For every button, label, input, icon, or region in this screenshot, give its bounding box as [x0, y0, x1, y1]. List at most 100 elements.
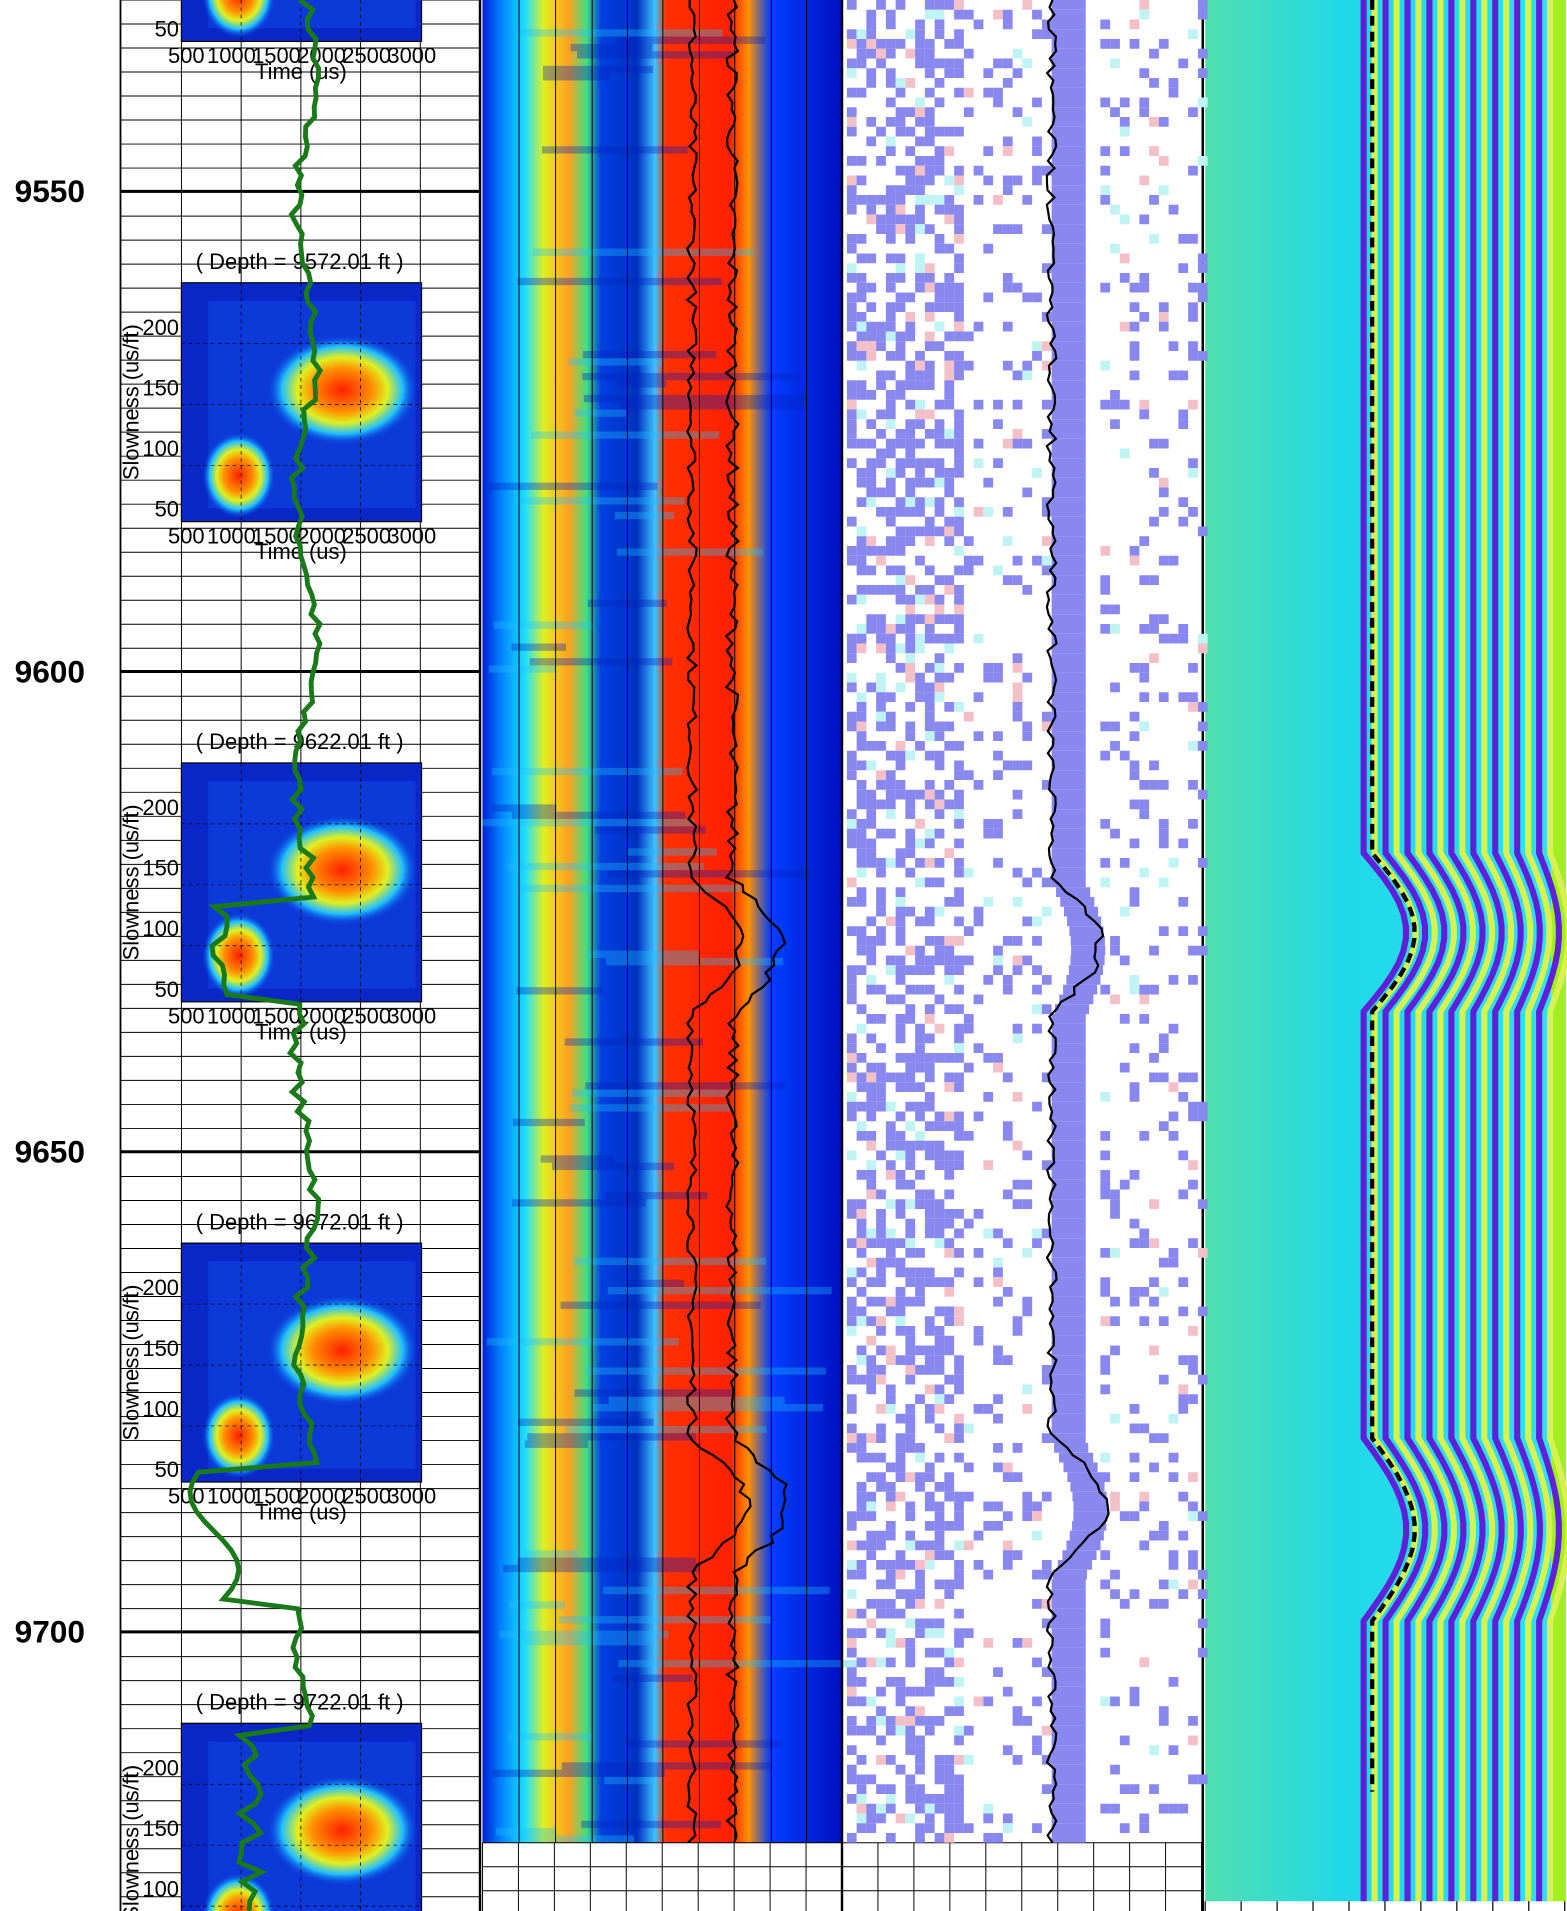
- track-3-speck: [1012, 224, 1023, 234]
- track-3-speck: [1158, 185, 1169, 195]
- track-3-band: [1060, 897, 1095, 907]
- track-3-speck: [1041, 1599, 1052, 1609]
- track-3-speck: [924, 663, 935, 673]
- track-3-speck: [944, 1160, 955, 1170]
- track-3-speck: [866, 1092, 877, 1102]
- track-3-speck: [1158, 819, 1169, 829]
- track-3-speck: [934, 78, 945, 88]
- track-3-band: [1051, 87, 1086, 98]
- track-3-speck: [954, 819, 964, 829]
- track-3-band: [1051, 468, 1086, 478]
- track-2-streak: [517, 1418, 654, 1426]
- track-3-band: [1054, 1443, 1089, 1453]
- track-3-speck: [905, 214, 916, 225]
- track-3-speck: [846, 263, 857, 273]
- track-3-speck: [915, 838, 925, 849]
- track-3-speck: [915, 692, 925, 702]
- track-3-speck: [944, 438, 955, 449]
- track-3-speck: [924, 633, 935, 644]
- track-3-band: [1051, 1248, 1086, 1258]
- track-3-speck: [866, 1365, 877, 1375]
- track-3-speck: [885, 1560, 896, 1570]
- track-3-speck: [866, 984, 877, 995]
- track-3-speck: [1168, 1452, 1179, 1463]
- track-3-speck: [885, 195, 896, 205]
- track-3-speck: [866, 497, 877, 507]
- track-3-speck: [1041, 1365, 1052, 1375]
- track-3-speck: [1012, 282, 1023, 293]
- track-3-band: [1051, 292, 1086, 303]
- inset-ytick: 50: [155, 497, 179, 522]
- track-3-speck: [846, 1716, 857, 1726]
- track-3-speck: [876, 897, 886, 907]
- track-3-speck: [1002, 1355, 1013, 1365]
- track-3-speck: [1032, 984, 1042, 995]
- track-3-band: [1072, 1491, 1107, 1502]
- track-3-speck: [905, 1296, 916, 1307]
- track-3-speck: [905, 799, 916, 810]
- track-3-speck: [846, 1306, 857, 1317]
- track-3-speck: [885, 146, 896, 156]
- inset-blob: [202, 432, 276, 518]
- track-3-speck: [856, 87, 867, 98]
- track-3-speck: [924, 1121, 935, 1131]
- track-3-speck: [1012, 965, 1023, 975]
- track-3-speck: [924, 165, 935, 176]
- track-3-speck: [876, 448, 886, 459]
- track-3-speck: [1188, 1072, 1198, 1083]
- track-3-speck: [954, 858, 964, 868]
- track-3-speck: [905, 29, 916, 39]
- track-3-speck: [1168, 1131, 1179, 1141]
- track-3-speck: [876, 1062, 886, 1073]
- track-3-speck: [1129, 1423, 1140, 1434]
- track-3-speck: [954, 1111, 964, 1122]
- track-3-speck: [856, 1306, 867, 1317]
- track-3-speck: [846, 1696, 857, 1707]
- track-3-speck: [1178, 1803, 1189, 1814]
- track-3-speck: [895, 585, 906, 595]
- track-3-speck: [856, 39, 867, 49]
- track-3-speck: [905, 1686, 916, 1697]
- track-3-speck: [905, 1160, 916, 1170]
- track-3-speck: [895, 1764, 906, 1775]
- track-3-speck: [1110, 1296, 1120, 1307]
- track-3-speck: [1012, 663, 1023, 673]
- track-3-speck: [1032, 555, 1042, 566]
- track-3-speck: [895, 1296, 906, 1307]
- track-3-speck: [934, 1209, 945, 1219]
- track-4-stripe: [1525, 0, 1553, 1902]
- track-3-speck: [1002, 1540, 1013, 1551]
- track-3-speck: [1188, 351, 1198, 361]
- track-3-band: [1051, 1218, 1086, 1229]
- track-3-speck: [885, 136, 896, 147]
- track-3-speck: [973, 994, 984, 1005]
- track-3-speck: [866, 1491, 877, 1502]
- track-3-speck: [846, 458, 857, 468]
- track-3-speck: [934, 1774, 945, 1785]
- track-3-speck: [924, 1072, 935, 1083]
- track-3-speck: [924, 1823, 935, 1833]
- track-3-speck: [973, 195, 984, 205]
- track-3-speck: [1188, 1472, 1198, 1482]
- track-3-speck: [876, 799, 886, 810]
- track-3-speck: [934, 955, 945, 966]
- track-3-speck: [1032, 29, 1042, 39]
- track-3-speck: [1129, 370, 1140, 381]
- track-3-speck: [924, 731, 935, 741]
- track-3-speck: [934, 721, 945, 732]
- inset-blob: [202, 1393, 276, 1479]
- track-3-speck: [1168, 1413, 1179, 1424]
- track-3-speck: [895, 906, 906, 917]
- track-3-speck: [915, 1755, 925, 1765]
- track-3-speck: [1139, 107, 1150, 117]
- track-3-speck: [905, 399, 916, 410]
- track-3-speck: [934, 0, 945, 10]
- track-3-speck: [1110, 1803, 1120, 1814]
- track-3-speck: [866, 282, 877, 293]
- track-3-speck: [1178, 370, 1189, 381]
- track-3-speck: [1197, 282, 1208, 293]
- track-3-speck: [856, 1628, 867, 1638]
- track-3-speck: [856, 731, 867, 741]
- track-3-speck: [1041, 975, 1052, 985]
- track-3-speck: [876, 458, 886, 468]
